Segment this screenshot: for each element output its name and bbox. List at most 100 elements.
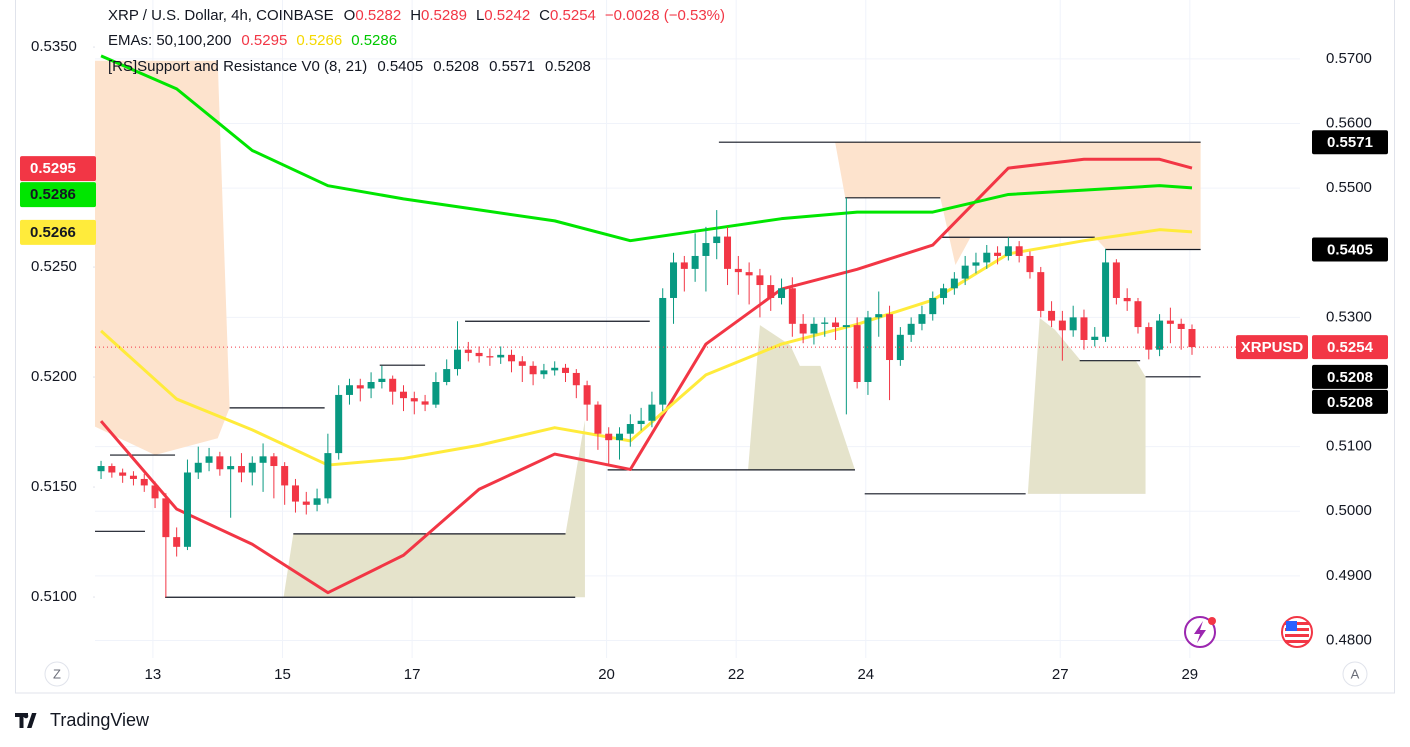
x-tick-label: 24 [857, 666, 874, 683]
candle-body [1015, 246, 1023, 256]
candle-body [497, 354, 505, 358]
ema-value: 0.5295 [241, 32, 287, 49]
ema-value: 0.5286 [351, 32, 397, 49]
candle-body [421, 401, 429, 405]
candle-body [680, 262, 688, 269]
brand-logo [15, 713, 37, 728]
candle-body [626, 424, 634, 434]
ohlc-value: 0.5289 [421, 7, 467, 24]
auto-scale-label[interactable]: A [1351, 666, 1360, 681]
sr-value: 0.5405 [377, 58, 423, 75]
candle-body [302, 501, 310, 505]
candle-body [670, 262, 678, 298]
candle-body [950, 278, 958, 289]
level-badge-label: 0.5208 [1327, 369, 1373, 386]
candle-body [248, 462, 256, 473]
y-tick-label: 0.5600 [1326, 114, 1372, 131]
economic-icon[interactable] [1281, 616, 1313, 648]
candle-body [940, 288, 948, 298]
candle-body [691, 255, 699, 269]
y-tick-label: 0.5700 [1326, 50, 1372, 67]
candle-body [896, 334, 904, 361]
symbol-label: XRPUSD [1241, 339, 1304, 356]
candle-body [1091, 336, 1099, 340]
level-badge-label: 0.5208 [1327, 394, 1373, 411]
candle-body [432, 382, 440, 405]
candle-body [140, 478, 148, 486]
y-tick-label: 0.5300 [1326, 308, 1372, 325]
x-tick-label: 27 [1052, 666, 1069, 683]
ema-badge-label: 0.5295 [30, 160, 76, 177]
x-tick-label: 20 [598, 666, 615, 683]
level-badge [1312, 130, 1388, 155]
candle-body [702, 243, 710, 256]
ohlc-value: 0.5282 [355, 7, 401, 24]
y2-tick-label: 0.5150 [31, 478, 77, 495]
candle-body [356, 385, 364, 389]
x-tick-label: 22 [728, 666, 745, 683]
candle-body [97, 466, 105, 472]
zoom-button[interactable] [44, 661, 70, 687]
y2-tick-label: 0.5350 [31, 38, 77, 55]
candle-body [918, 314, 926, 324]
y2-tick-label: 0.5100 [31, 588, 77, 605]
ohlc-label: H [410, 7, 421, 24]
candle-body [173, 537, 181, 547]
candle-body [788, 288, 796, 324]
ohlc-label: C [539, 7, 550, 24]
grid [93, 0, 1300, 658]
candle-body [724, 236, 732, 269]
y2-tick-label: 0.5250 [31, 258, 77, 275]
x-tick-label: 13 [145, 666, 162, 683]
ema-line [100, 54, 1193, 243]
candle-body [1004, 246, 1012, 256]
level-badge-label: 0.5571 [1327, 134, 1373, 151]
candle-body [961, 265, 969, 279]
candle-body [1145, 327, 1153, 350]
ema-legend: EMAs: 50,100,200 [108, 32, 231, 49]
symbol-title: XRP / U.S. Dollar, 4h, COINBASE [108, 7, 334, 24]
level-badge [1312, 389, 1388, 414]
candle-body [1058, 320, 1066, 331]
events-icon[interactable] [1184, 616, 1216, 648]
candle-body [486, 356, 494, 358]
candle-body [875, 314, 883, 318]
candle-body [767, 285, 775, 298]
candle-body [194, 462, 202, 473]
legend-ohlc: XRP / U.S. Dollar, 4h, COINBASE O0.5282 H0… [108, 7, 725, 24]
candle-body [907, 323, 915, 335]
candle-body [453, 349, 461, 370]
level-badge-label: 0.5405 [1327, 241, 1373, 258]
candle-body [886, 314, 894, 361]
candle-body [810, 323, 818, 334]
y-tick-label: 0.4800 [1326, 632, 1372, 649]
candle-body [1102, 262, 1110, 337]
candle-body [659, 297, 667, 405]
candle-body [399, 391, 407, 399]
auto-scale-button[interactable] [1342, 661, 1368, 687]
candle-body [1177, 323, 1185, 329]
y-tick-label: 0.5100 [1326, 438, 1372, 455]
candle-body [216, 456, 224, 470]
ohlc-value: 0.5254 [550, 7, 596, 24]
ema-value: 0.5266 [296, 32, 342, 49]
candle-body [562, 367, 570, 373]
ohlc-label: O [344, 7, 356, 24]
overlay: XRPUSD 0.5254 0.5405 0.5571 0.5208 0.5208 0.52… [20, 130, 1388, 414]
candle-body [713, 236, 721, 244]
candles [97, 197, 1196, 598]
level-badge [1312, 237, 1388, 262]
candle-body [313, 498, 321, 505]
candle-body [1166, 320, 1174, 324]
candle-body [1112, 262, 1120, 298]
candle-body [129, 475, 137, 479]
level-badge [1312, 364, 1388, 389]
legend-sr: [RS]Support and Resistance V0 (8, 21) 0.5… [108, 58, 591, 75]
sr-zone [95, 60, 230, 456]
candle-body [508, 354, 516, 362]
candle-body [151, 485, 159, 499]
zoom-button-label[interactable]: Z [53, 666, 61, 681]
candle-body [281, 466, 289, 486]
sr-zone [283, 420, 585, 598]
